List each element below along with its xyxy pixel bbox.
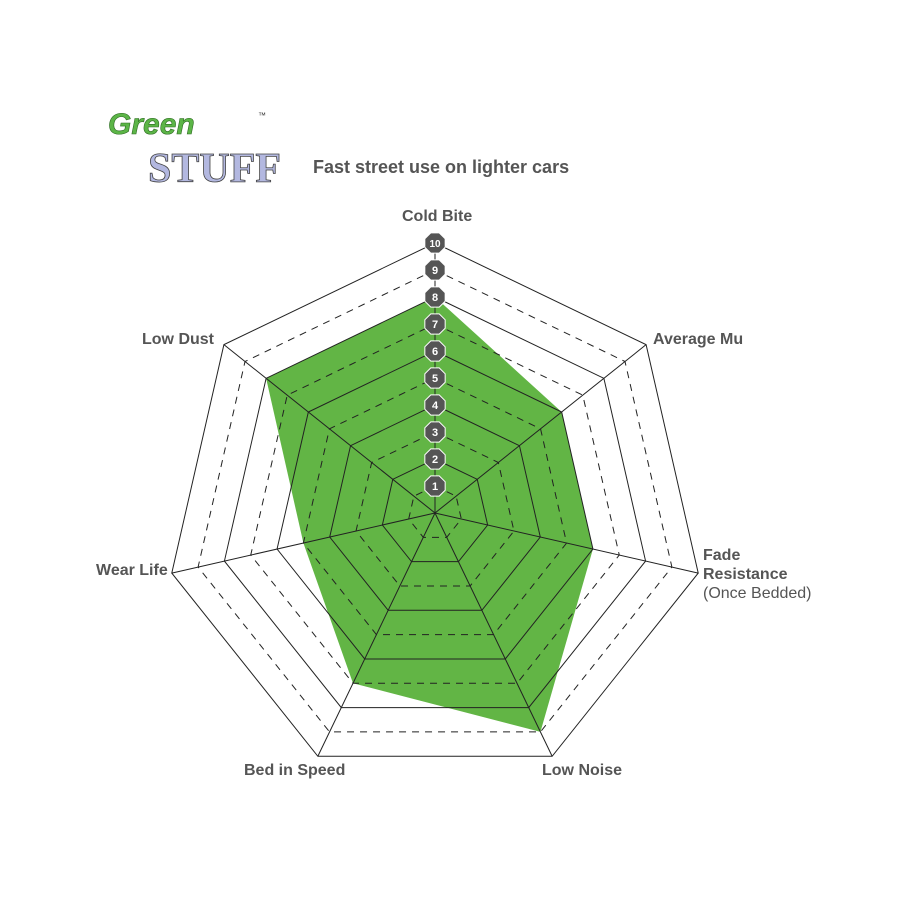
axis-spoke	[434, 344, 647, 514]
tick-badge	[424, 259, 446, 281]
grid-ring-7	[250, 323, 620, 684]
grid-ring-4	[329, 404, 541, 611]
tick-label: 5	[432, 373, 438, 385]
axis-label-fade-resistance: Fade Resistance (Once Bedded)	[703, 546, 812, 603]
tick-label: 3	[432, 427, 438, 439]
axis-label-cold-bite: Cold Bite	[402, 208, 473, 225]
svg-text:Green: Green	[108, 108, 195, 141]
axis-spoke	[434, 512, 553, 757]
grid-ring-10	[171, 242, 699, 757]
tick-label: 7	[432, 319, 438, 331]
svg-text:™: ™	[258, 111, 266, 120]
tick-badge	[424, 448, 446, 470]
tick-badge	[424, 340, 446, 362]
tick-badge	[424, 286, 446, 308]
tick-label: 9	[432, 265, 438, 277]
fade-line-1: Fade	[703, 547, 741, 564]
grid-ring-6	[276, 350, 594, 660]
tick-label: 4	[432, 400, 439, 412]
fade-line-3: (Once Bedded)	[703, 585, 812, 602]
tick-label: 8	[432, 292, 438, 304]
axis-spoke	[317, 512, 436, 757]
grid-ring-3	[355, 431, 515, 587]
grid-ring-1	[408, 485, 462, 538]
tick-label: 6	[432, 346, 438, 358]
axis-label-low-noise: Low Noise	[542, 762, 623, 779]
tick-label: 2	[432, 454, 438, 466]
axis-spoke	[171, 512, 436, 574]
tick-badge	[424, 367, 446, 389]
tick-label: 1	[432, 481, 438, 493]
grid-ring-5	[302, 377, 568, 636]
green-stuff-logo: Green STUFF ™	[108, 108, 280, 190]
tick-badge	[424, 421, 446, 443]
axis-spoke	[223, 344, 436, 514]
tick-badge	[424, 475, 446, 497]
fade-line-2: Resistance	[703, 566, 788, 583]
axis-label-average-mu: Average Mu	[653, 331, 744, 348]
svg-text:STUFF: STUFF	[148, 146, 280, 190]
axis-spoke	[434, 512, 699, 574]
tick-badge	[424, 313, 446, 335]
tick-badge	[424, 394, 446, 416]
axis-label-wear-life: Wear Life	[96, 562, 168, 579]
axis-label-bed-in-speed: Bed in Speed	[244, 762, 346, 779]
grid-ring-8	[223, 296, 647, 709]
tick-label: 10	[429, 239, 441, 250]
grid-ring-2	[381, 458, 489, 563]
axis-label-low-dust: Low Dust	[142, 331, 214, 348]
tick-badge	[424, 232, 446, 254]
chart-title: Fast street use on lighter cars	[313, 157, 570, 177]
